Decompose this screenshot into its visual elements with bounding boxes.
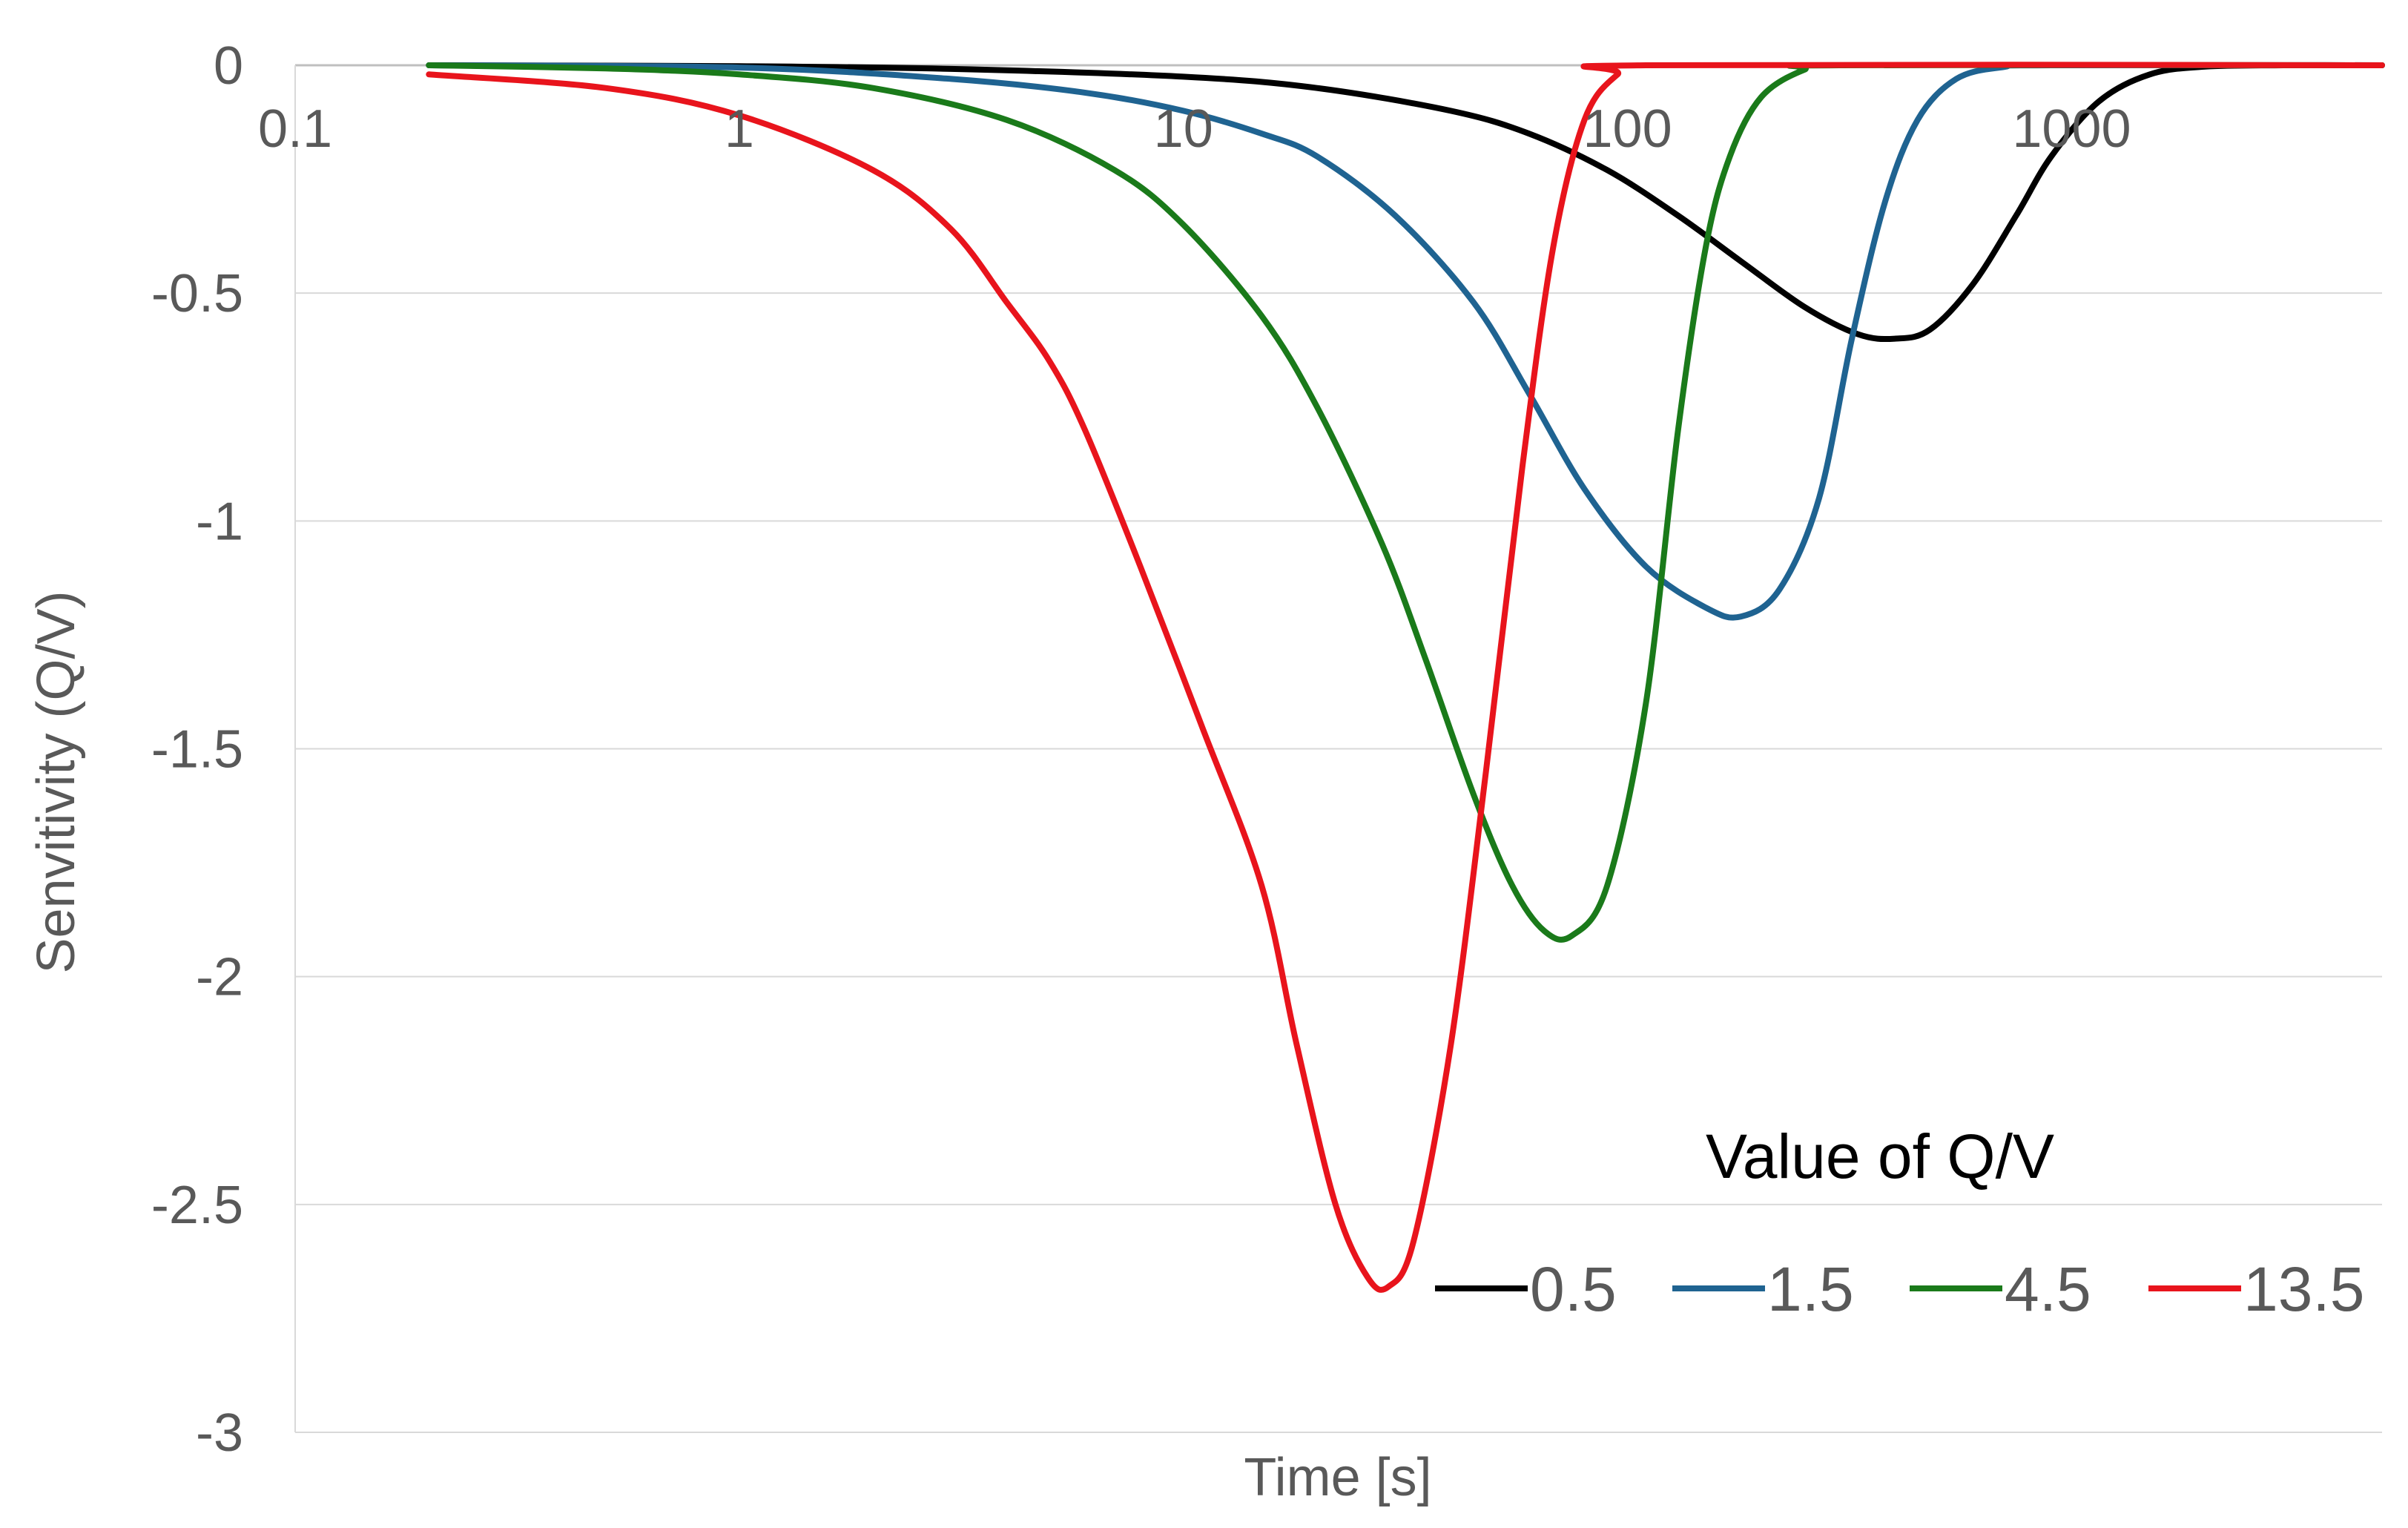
x-tick-label-4: 1000 <box>2012 99 2131 159</box>
series-line-0-5 <box>426 62 2385 343</box>
x-tick-label-2: 10 <box>1154 99 1213 159</box>
legend-label-0-5: 0.5 <box>1530 1254 1617 1324</box>
x-tick-label-1: 1 <box>725 99 754 159</box>
legend-label-4-5: 4.5 <box>2005 1254 2091 1324</box>
series-lines <box>426 62 2385 1293</box>
series-line-4-5 <box>426 62 2385 943</box>
series-line-13-5 <box>426 62 2385 1293</box>
series-line-1-5 <box>426 62 2385 621</box>
y-tick-label-4: -2 <box>196 948 243 1007</box>
legend: 0.5 1.5 4.5 13.5 <box>1435 1205 2394 1369</box>
y-tick-label-0: 0 <box>214 36 243 96</box>
x-tick-label-3: 100 <box>1583 99 1672 159</box>
legend-label-1-5: 1.5 <box>1767 1254 1854 1324</box>
legend-label-13-5: 13.5 <box>2243 1254 2365 1324</box>
tick-labels: 0 -0.5 -1 -1.5 -2 -2.5 -3 0.1 1 10 100 1000 <box>151 36 2131 1463</box>
y-axis-title: Senvitivity (Q/V) <box>27 590 86 973</box>
y-tick-label-3: -1.5 <box>151 720 243 780</box>
y-tick-label-2: -1 <box>196 492 243 551</box>
y-tick-label-5: -2.5 <box>151 1176 243 1235</box>
y-tick-label-1: -0.5 <box>151 264 243 323</box>
x-axis-title: Time [s] <box>1244 1448 1431 1507</box>
y-tick-label-6: -3 <box>196 1403 243 1463</box>
legend-title: Value of Q/V <box>1706 1122 2054 1191</box>
x-tick-label-0: 0.1 <box>258 99 332 159</box>
